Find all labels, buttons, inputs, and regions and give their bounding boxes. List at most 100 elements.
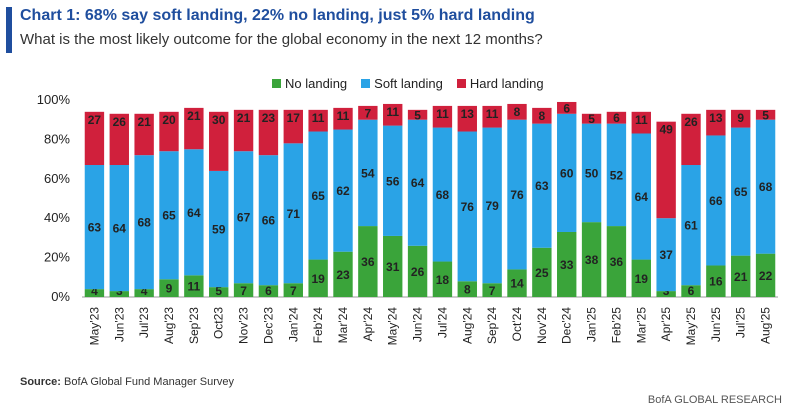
data-label: 11	[635, 113, 648, 127]
legend-swatch-no-landing	[272, 79, 281, 88]
bar-segment	[457, 105, 477, 132]
bar-segment	[209, 170, 229, 288]
x-tick-label: Aug'24	[460, 307, 474, 344]
bar-segment	[457, 281, 477, 297]
data-label: 21	[734, 270, 748, 284]
data-label: 30	[212, 113, 226, 127]
data-label: 5	[215, 284, 222, 298]
data-label: 11	[337, 109, 350, 123]
data-label: 63	[88, 221, 102, 235]
x-tick-label: Jun'24	[411, 307, 425, 342]
bar-segment	[432, 261, 453, 297]
data-label: 23	[262, 111, 276, 125]
x-tick-label: Dec'24	[560, 307, 574, 344]
bar-segment	[383, 125, 403, 236]
data-label: 26	[684, 115, 698, 129]
data-label: 68	[137, 216, 151, 230]
x-tick-label: May'25	[684, 307, 698, 346]
data-label: 21	[237, 111, 251, 125]
data-label: 27	[88, 113, 102, 127]
bar-segment	[159, 279, 179, 297]
data-label: 64	[113, 222, 127, 236]
bar-segment	[532, 107, 552, 124]
data-label: 38	[585, 253, 599, 267]
data-label: 22	[759, 269, 773, 283]
bar-segment	[383, 103, 403, 126]
x-tick-label: Jun'23	[112, 307, 126, 342]
data-label: 5	[588, 112, 595, 126]
chart-subtitle: What is the most likely outcome for the …	[20, 31, 543, 48]
bar-segment	[507, 269, 527, 297]
bar-segment	[755, 253, 776, 297]
y-tick-label: 80%	[44, 131, 70, 146]
bar-segment	[134, 113, 154, 156]
bar-segment	[681, 165, 701, 286]
bar-segment	[581, 222, 602, 297]
data-label: 62	[336, 184, 350, 198]
data-label: 68	[759, 180, 773, 194]
bar-segment	[532, 123, 552, 248]
bar-segment	[159, 151, 179, 280]
data-label: 7	[489, 284, 496, 298]
bar-segment	[84, 111, 105, 166]
data-label: 11	[312, 111, 325, 125]
data-label: 64	[411, 176, 425, 190]
data-label: 65	[734, 185, 748, 199]
bar-segment	[184, 149, 204, 276]
data-label: 23	[336, 268, 350, 282]
data-label: 5	[414, 108, 421, 122]
data-label: 64	[187, 206, 201, 220]
bar-segment	[557, 101, 577, 114]
data-label: 7	[240, 284, 247, 298]
x-tick-label: Dec'23	[261, 307, 275, 344]
bar-segment	[731, 255, 751, 297]
data-label: 6	[613, 111, 620, 125]
data-label: 63	[535, 179, 549, 193]
bar-segment	[383, 235, 403, 297]
bar-segment	[755, 109, 776, 120]
bar-segment	[134, 289, 154, 297]
bar-segment	[283, 283, 303, 297]
bar-segment	[333, 129, 353, 252]
x-tick-label: Apr'25	[659, 307, 673, 342]
data-label: 8	[464, 283, 471, 297]
bar-segment	[333, 107, 353, 130]
chart-title: Chart 1: 68% say soft landing, 22% no la…	[20, 7, 535, 24]
data-label: 26	[411, 265, 425, 279]
data-label: 6	[265, 284, 272, 298]
bar-segment	[557, 113, 577, 232]
y-tick-label: 60%	[44, 171, 70, 186]
legend-label-no-landing: No landing	[285, 76, 348, 91]
x-tick-label: Jul'25	[734, 307, 748, 338]
x-tick-label: Sep'23	[187, 307, 201, 344]
data-label: 64	[635, 190, 649, 204]
data-label: 52	[610, 168, 624, 182]
x-tick-label: Mar'25	[634, 307, 648, 344]
bar-segment	[557, 231, 577, 297]
bar-segment	[84, 289, 105, 297]
data-label: 36	[610, 255, 624, 269]
legend-swatch-soft-landing	[361, 79, 371, 88]
data-label: 7	[365, 106, 372, 120]
data-label: 19	[311, 272, 325, 286]
bar-segment	[407, 119, 428, 246]
data-label: 61	[684, 219, 698, 233]
bar-segment	[681, 113, 701, 166]
bar-segment	[358, 119, 378, 227]
y-tick-label: 0%	[51, 289, 70, 304]
bar-segment	[134, 155, 154, 290]
x-tick-label: Nov'23	[237, 307, 251, 344]
x-tick-label: Jun'25	[709, 307, 723, 342]
data-label: 8	[539, 109, 546, 123]
bar-segment	[184, 107, 204, 150]
data-label: 56	[386, 174, 400, 188]
bar-segment	[432, 105, 453, 128]
bar-segment	[233, 109, 254, 152]
data-label: 33	[560, 258, 574, 272]
bar-segment	[656, 291, 676, 297]
data-label: 60	[560, 166, 574, 180]
x-tick-label: Apr'24	[361, 307, 375, 342]
data-label: 8	[514, 105, 521, 119]
data-label: 6	[563, 101, 570, 115]
x-tick-label: Oct23	[212, 307, 226, 339]
